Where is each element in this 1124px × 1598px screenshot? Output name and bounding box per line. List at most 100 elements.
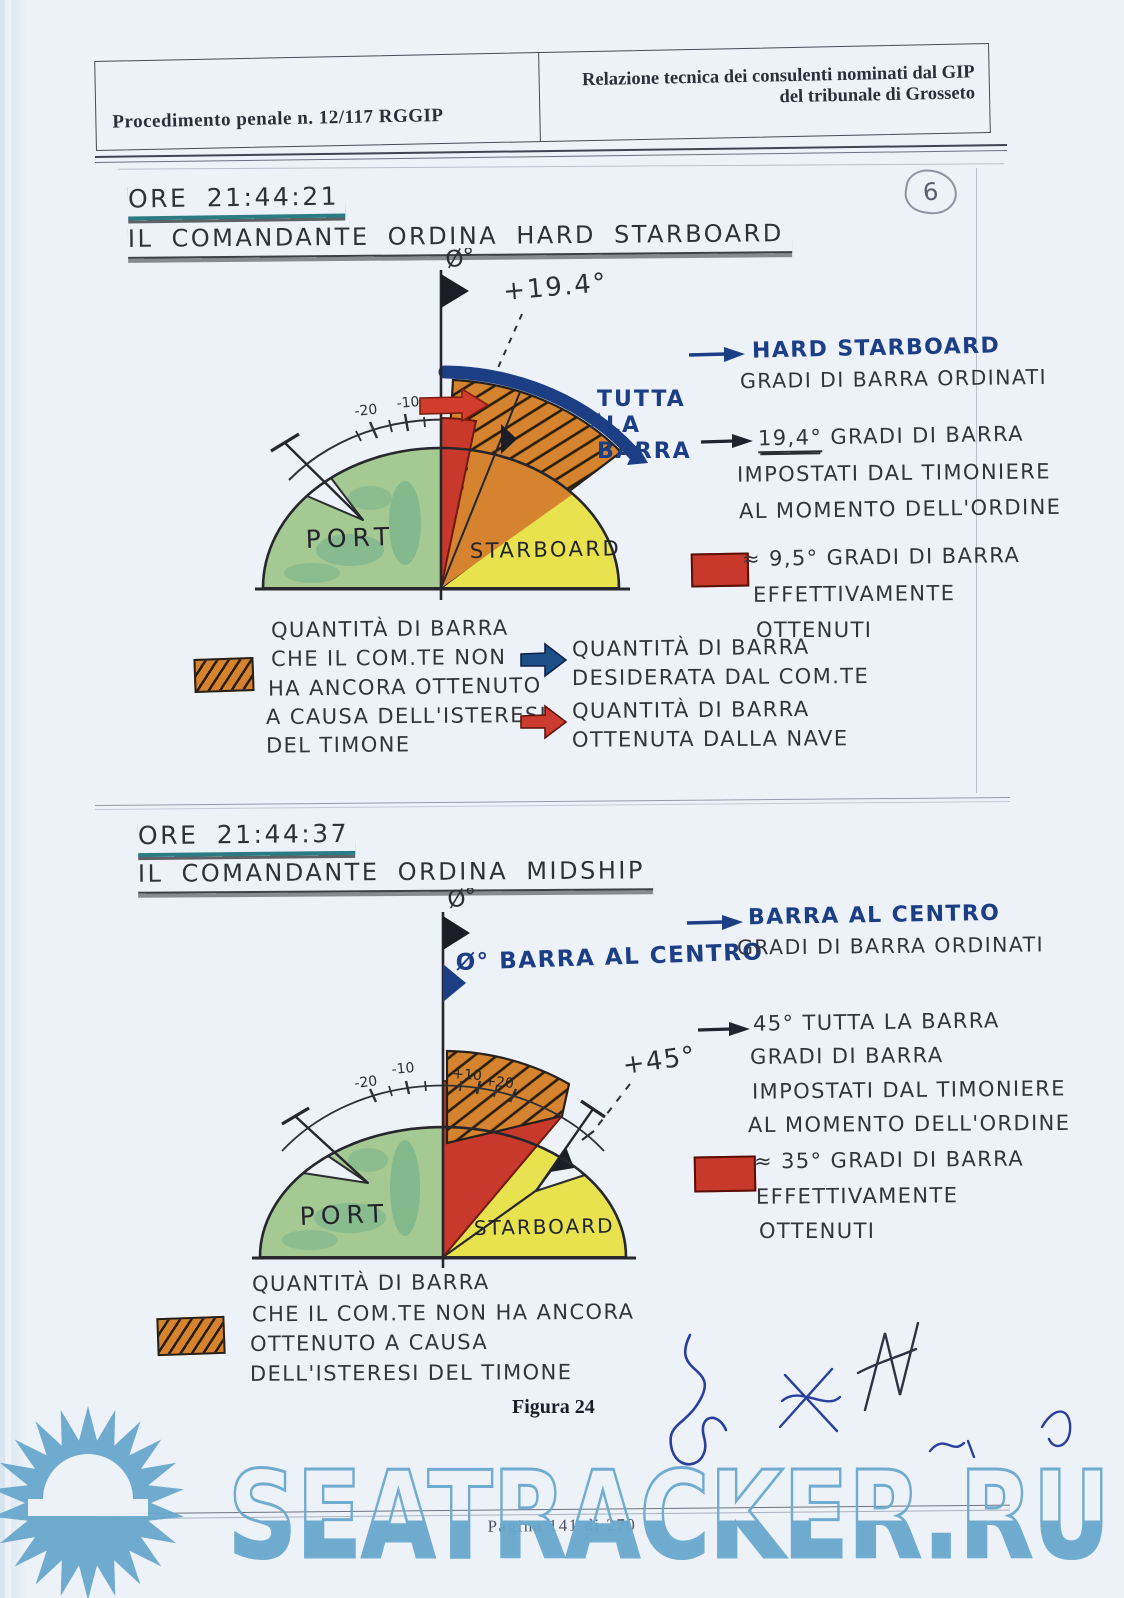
hysteresis2-line1: QUANTITÀ DI BARRA [251, 1269, 490, 1297]
legend-set-line3: AL MOMENTO DELL'ORDINE [738, 494, 1062, 524]
obtained-arrow-icon [419, 387, 490, 423]
midship-pennant-icon [443, 964, 466, 1002]
page-number: 6 [921, 177, 941, 207]
angle45-label: +45° [621, 1041, 698, 1081]
lever-handle-left [281, 1106, 310, 1126]
page-number-circle: 6 [902, 166, 960, 218]
full-rudder-label: TUTTA LA BARRA [589, 387, 692, 464]
legend-set-line1: 19,4° GRADI DI BARRA [757, 422, 1024, 454]
hysteresis-swatch-2 [156, 1315, 226, 1357]
hysteresis-wedge-inner [441, 450, 573, 588]
legend2-ordered-title: BARRA AL CENTRO [747, 900, 1001, 931]
lever-handle [270, 432, 300, 453]
legend2-set-line3: IMPOSTATI DAL TIMONIERE [751, 1076, 1067, 1104]
legend2-obtained-line1: ≈ 35° GRADI DI BARRA [753, 1146, 1025, 1174]
zero-degrees-label-2: Ø° [446, 888, 480, 914]
obtained-swatch [690, 552, 750, 588]
tick2-plus10: +10 [452, 1066, 483, 1084]
obtained-block-arrow-icon [520, 704, 568, 740]
hysteresis2-line2: CHE IL COM.TE NON HA ANCORA [251, 1299, 635, 1327]
signatures [669, 1321, 1072, 1466]
midship-label: Ø° BARRA AL CENTRO [455, 939, 764, 976]
legend-ordered-sub: GRADI DI BARRA ORDINATI [739, 364, 1048, 394]
legend-set-line2: IMPOSTATI DAL TIMONIERE [736, 459, 1052, 487]
sheet-border-top [118, 163, 1004, 170]
tick2-minus20: -20 [354, 1073, 379, 1092]
ordered-arrow-icon [688, 347, 745, 362]
legend2-obtained-line2: EFFETTIVAMENTE [755, 1183, 959, 1209]
signature-3 [856, 1321, 920, 1412]
svg-text:BARRA: BARRA [597, 439, 692, 464]
ordered-arrow-icon-2 [686, 915, 743, 930]
legend2-ordered-sub: GRADI DI BARRA ORDINATI [736, 932, 1045, 960]
desired-line1: QUANTITÀ DI BARRA [571, 634, 810, 662]
hysteresis-swatch [193, 656, 255, 694]
legend2-set-line1: 45° TUTTA LA BARRA [752, 1008, 1000, 1036]
zero-degrees-label: Ø° [444, 248, 478, 274]
ordered-band [438, 365, 642, 462]
tick-label-minus20: -20 [354, 402, 378, 420]
legend-obtained-line3: OTTENUTI [756, 618, 873, 642]
tick2-plus20: +20 [484, 1073, 515, 1092]
legend2-set-line4: AL MOMENTO DELL'ORDINE [747, 1110, 1071, 1138]
obtained2-line1: QUANTITÀ DI BARRA [571, 696, 810, 724]
port-label: PORT [305, 522, 396, 554]
obtained2-line2: OTTENUTA DALLA NAVE [571, 726, 849, 752]
full-rudder-caret-icon [589, 412, 607, 429]
desired-block-arrow-icon [520, 642, 568, 678]
report-title-line2: del tribunale di Grosseto [779, 83, 976, 108]
hysteresis-line3: HA ANCORA OTTENUTO [267, 673, 542, 701]
rudder-diagram-hard-starboard: -20 -10 [255, 248, 692, 600]
legend-obtained-line2: EFFETTIVAMENTE [752, 581, 956, 607]
obtained-swatch-2 [693, 1155, 757, 1193]
sheet-border-right [976, 168, 977, 793]
legend2-obtained-line3: OTTENUTI [759, 1219, 876, 1243]
rudder-diagram-midship: -20 -10 +10 +20 Ø° Ø° BARRA AL CENTRO +4… [252, 888, 764, 1268]
signature-4 [928, 1439, 976, 1459]
tick-label-minus10: -10 [396, 394, 420, 412]
zero-pennant-icon-2 [443, 916, 470, 950]
angle45-leader [595, 1083, 631, 1129]
hysteresis2-line4: DELL'ISTERESI DEL TIMONE [249, 1360, 573, 1386]
svg-text:LA: LA [606, 413, 641, 438]
hysteresis-line4: A CAUSA DELL'ISTERESI [265, 703, 548, 729]
lever-handle-right [580, 1099, 606, 1119]
signature-1 [669, 1333, 728, 1466]
ordered-band-tip [627, 444, 648, 465]
port-label-2: PORT [299, 1199, 390, 1231]
signature-2 [778, 1367, 842, 1433]
legend-ordered-title: HARD STARBOARD [751, 333, 1001, 364]
port-sector [261, 446, 442, 589]
starboard-label-2: STARBOARD [474, 1214, 615, 1240]
set-angle-flag-icon [501, 424, 517, 454]
section1-time: ORE 21:44:21 [127, 181, 346, 221]
set-angle-label: +19.4° [502, 268, 609, 307]
set-angle-leader [496, 313, 523, 371]
set-angle-line [440, 391, 521, 589]
signature-5 [1040, 1410, 1072, 1448]
case-number: Procedimento penale n. 12/117 RGGIP [112, 104, 444, 133]
hysteresis2-line3: OTTENUTO A CAUSA [249, 1329, 489, 1357]
hysteresis-wedge-2 [445, 1049, 571, 1145]
port-sector-2 [258, 1125, 444, 1258]
hysteresis-line5: DEL TIMONE [265, 732, 411, 758]
lever-shaft-left [294, 1115, 369, 1184]
set-arrow-icon [700, 434, 753, 448]
legend2-set-line2: GRADI DI BARRA [749, 1043, 944, 1069]
tick2-minus10: -10 [391, 1060, 415, 1078]
sun-dome [43, 1454, 133, 1499]
header-box: Procedimento penale n. 12/117 RGGIP Rela… [94, 43, 991, 151]
legend-obtained-line1: ≈ 9,5° GRADI DI BARRA [741, 543, 1021, 571]
sun-icon [0, 1406, 184, 1598]
hysteresis-line2: CHE IL COM.TE NON [270, 644, 507, 672]
starboard-label: STARBOARD [470, 536, 622, 563]
set-arrow-icon-2 [697, 1022, 750, 1036]
svg-text:TUTTA: TUTTA [597, 387, 686, 412]
zero-pennant-icon [441, 274, 469, 308]
desired-line2: DESIDERATA DAL COM.TE [571, 663, 870, 691]
hysteresis-line1: QUANTITÀ DI BARRA [270, 615, 509, 643]
section2-time: ORE 21:44:37 [137, 818, 356, 858]
section-divider-2 [95, 801, 1010, 810]
figure-caption: Figura 24 [512, 1396, 595, 1418]
